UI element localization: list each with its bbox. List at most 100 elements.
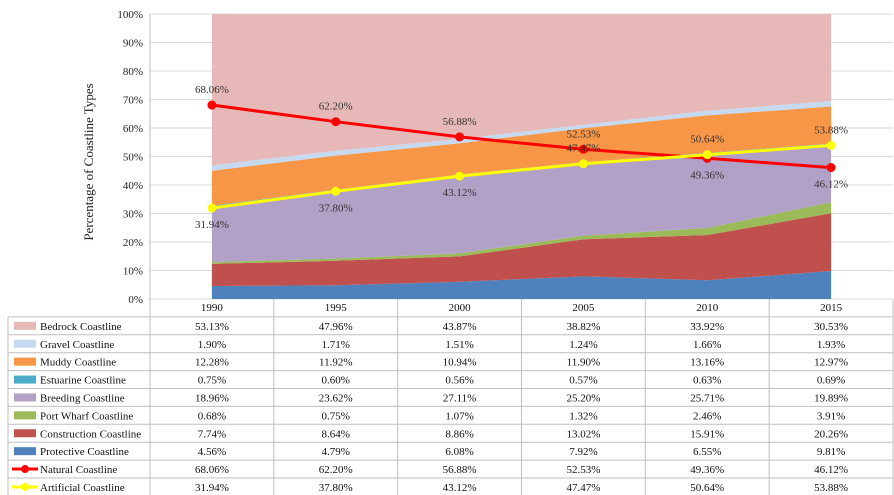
table-row-label: Muddy Coastline (40, 357, 116, 369)
table-row-label: Artificial Coastline (40, 482, 125, 494)
natural-coastline-legend-marker (21, 465, 29, 474)
table-row-label: Natural Coastline (40, 464, 117, 476)
line-series (207, 100, 836, 213)
table-cell: 43.12% (443, 482, 477, 494)
y-tick-label: 40% (123, 180, 143, 192)
data-labels: 68.06% 62.20% 56.88% 52.53% 49.36% 46.12% 31.9… (195, 84, 848, 231)
artificial-coastline-data-label: 31.94% (195, 219, 229, 231)
construction-coastline-legend-key (14, 429, 36, 438)
table-cell: 0.68% (198, 410, 226, 422)
port-wharf-coastline-area (211, 202, 832, 264)
artificial-coastline-point (207, 203, 217, 213)
table-cell: 0.57% (569, 375, 597, 387)
table-cell: 1.90% (198, 339, 226, 351)
table-cell: 47.96% (319, 321, 353, 333)
estuarine-coastline-legend-key (14, 375, 36, 384)
table-row-label: Bedrock Coastline (40, 321, 122, 333)
x-category-label: 2015 (820, 302, 843, 314)
table-cell: 1.07% (445, 410, 473, 422)
port-wharf-coastline-legend-key (14, 411, 36, 420)
data-table: 1990 1995 2000 2005 2010 2015 Bedrock Coastlin… (7, 299, 894, 495)
table-cell: 56.88% (443, 464, 477, 476)
artificial-coastline-data-label: 50.64% (690, 134, 724, 146)
y-tick-label: 60% (123, 123, 143, 135)
table-cell: 47.47% (566, 482, 600, 494)
artificial-coastline-data-label: 43.12% (443, 187, 477, 199)
y-tick-label: 20% (123, 237, 143, 249)
table-cell: 27.11% (443, 392, 477, 404)
table-cell: 49.36% (690, 464, 724, 476)
table-row-label: Gravel Coastline (40, 339, 114, 351)
muddy-coastline-area (211, 106, 832, 206)
table-cell: 0.75% (198, 375, 226, 387)
table-cell: 23.62% (319, 392, 353, 404)
table-cell: 33.92% (690, 321, 724, 333)
artificial-coastline-legend-marker (21, 482, 29, 491)
y-tick-label: 10% (123, 266, 143, 278)
protective-coastline-legend-key (14, 447, 36, 456)
artificial-coastline-data-label: 53.88% (814, 124, 848, 136)
bedrock-coastline-legend-key (14, 321, 36, 330)
table-cell: 11.90% (567, 357, 601, 369)
table-cell: 6.08% (445, 446, 473, 458)
table-cell: 7.92% (569, 446, 597, 458)
y-axis-label: Percentage of Coastline Types (81, 83, 96, 240)
table-cell: 10.94% (443, 357, 477, 369)
y-tick-label: 50% (123, 152, 143, 164)
stacked-areas (211, 14, 832, 299)
table-cell: 43.87% (443, 321, 477, 333)
artificial-coastline-point (455, 171, 465, 181)
artificial-coastline-point (702, 150, 712, 160)
table-cell: 52.53% (566, 464, 600, 476)
table-cell: 1.24% (569, 339, 597, 351)
natural-coastline-point (207, 100, 217, 110)
x-category-label: 2005 (572, 302, 595, 314)
y-tick-label: 0% (128, 294, 143, 306)
table-cell: 31.94% (195, 482, 229, 494)
table-cell: 11.92% (319, 357, 353, 369)
table-cell: 0.69% (817, 375, 845, 387)
table-cell: 3.91% (817, 410, 845, 422)
natural-coastline-point (826, 163, 836, 173)
table-cell: 2.46% (693, 410, 721, 422)
table-cell: 0.75% (322, 410, 350, 422)
table-cell: 53.88% (814, 482, 848, 494)
table-row-label: Breeding Coastline (40, 392, 125, 404)
artificial-coastline-data-label: 37.80% (319, 202, 353, 214)
construction-coastline-area (211, 213, 832, 286)
table-cell: 50.64% (690, 482, 724, 494)
table-cell: 62.20% (319, 464, 353, 476)
artificial-coastline-point (331, 186, 341, 196)
table-cell: 25.20% (566, 392, 600, 404)
table-cell: 19.89% (814, 392, 848, 404)
table-cell: 68.06% (195, 464, 229, 476)
table-row-label: Estuarine Coastline (40, 375, 126, 387)
y-tick-label: 80% (123, 66, 143, 78)
natural-coastline-data-label: 56.88% (443, 116, 477, 128)
table-cell: 53.13% (195, 321, 229, 333)
natural-coastline-point (455, 132, 465, 142)
gravel-coastline-legend-key (14, 339, 36, 348)
artificial-coastline-point (578, 159, 588, 169)
natural-coastline-point (578, 144, 588, 154)
table-cell: 4.79% (322, 446, 350, 458)
table-cell: 0.60% (322, 375, 350, 387)
y-tick-label: 70% (123, 95, 143, 107)
table-row-label: Construction Coastline (40, 428, 141, 440)
x-category-label: 2000 (449, 302, 472, 314)
table-cell: 38.82% (566, 321, 600, 333)
y-tick-label: 100% (117, 9, 143, 21)
table-cell: 13.16% (690, 357, 724, 369)
table-cell: 15.91% (690, 428, 724, 440)
natural-coastline-data-label: 52.53% (566, 128, 600, 140)
table-cell: 1.66% (693, 339, 721, 351)
table-cell: 1.32% (569, 410, 597, 422)
natural-coastline-data-label: 68.06% (195, 84, 229, 96)
table-cell: 1.51% (445, 339, 473, 351)
table-cell: 1.71% (322, 339, 350, 351)
table-row-label: Protective Coastline (40, 446, 129, 458)
table-row-label: Port Wharf Coastline (40, 410, 133, 422)
table-cell: 7.74% (198, 428, 226, 440)
table-cell: 12.28% (195, 357, 229, 369)
x-category-label: 1995 (325, 302, 348, 314)
